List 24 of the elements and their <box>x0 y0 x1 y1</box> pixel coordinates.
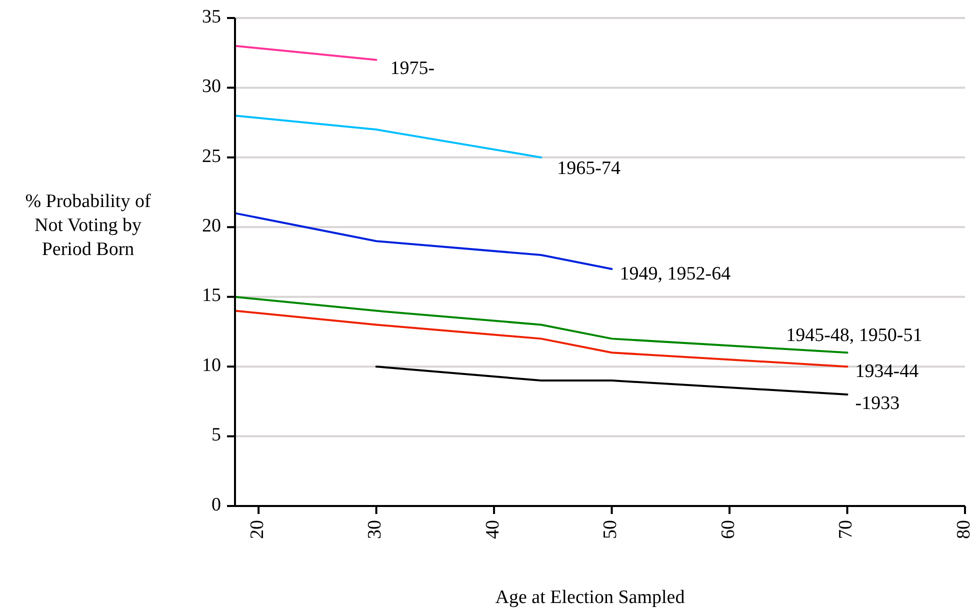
x-axis-title: Age at Election Sampled <box>495 587 686 608</box>
series-label: 1949, 1952-64 <box>620 263 732 284</box>
x-tick-label: 30 <box>364 520 386 539</box>
series-label: -1933 <box>855 392 900 414</box>
x-tick-label: 40 <box>482 520 504 539</box>
x-tick-label: 50 <box>600 520 622 539</box>
y-tick-label: 25 <box>202 146 221 167</box>
y-tick-label: 35 <box>202 6 221 28</box>
y-axis-title: % Probability of Not Voting by Period Born <box>25 192 152 260</box>
series-label: 1934-44 <box>855 360 920 382</box>
y-tick-label: 30 <box>202 76 221 98</box>
y-tick-label: 15 <box>202 285 221 306</box>
x-tick-label: 20 <box>246 520 268 539</box>
series-label: 1965-74 <box>557 158 621 179</box>
x-tick-label: 70 <box>836 520 857 539</box>
x-tick-label: 60 <box>718 520 739 539</box>
y-tick-label: 5 <box>212 424 221 446</box>
y-tick-label: 0 <box>212 494 221 516</box>
y-tick-label: 20 <box>202 216 221 236</box>
series-label: 1975- <box>390 58 435 80</box>
line-series <box>234 212 613 270</box>
series-label: 1945-48, 1950-51 <box>786 324 922 346</box>
y-tick-label: 10 <box>202 354 221 376</box>
x-tick-label: 80 <box>953 520 974 539</box>
